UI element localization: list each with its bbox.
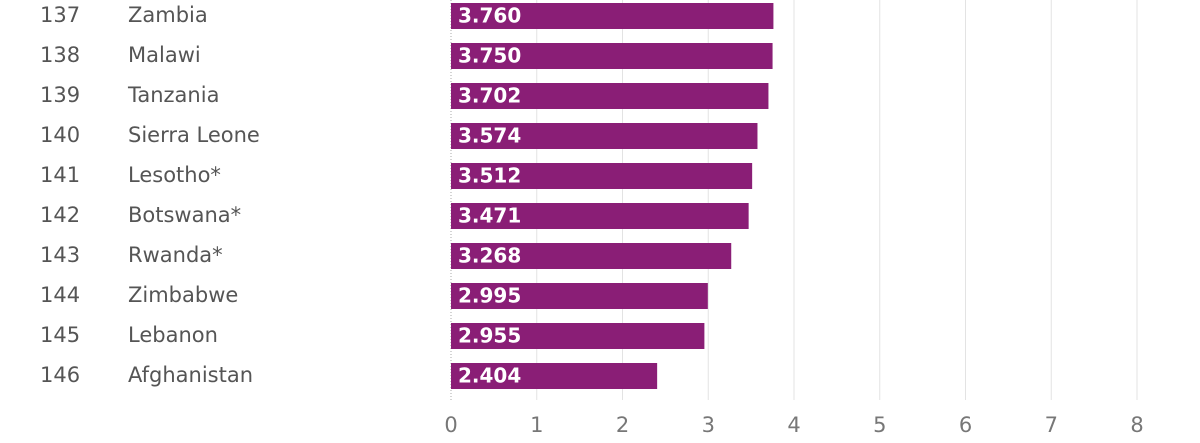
bar — [451, 323, 705, 349]
y-tick-label: Zimbabwe — [128, 283, 238, 307]
value-label: 2.404 — [458, 364, 521, 388]
y-tick-label: Lesotho* — [128, 163, 221, 187]
rank-label: 143 — [40, 243, 80, 267]
y-tick-label: Malawi — [128, 43, 201, 67]
rank-label: 141 — [40, 163, 80, 187]
value-label: 3.760 — [458, 4, 521, 28]
y-tick-label: Rwanda* — [128, 243, 223, 267]
x-tick-label: 5 — [873, 413, 886, 437]
bar — [451, 3, 774, 29]
x-tick-label: 2 — [616, 413, 629, 437]
rank-label: 140 — [40, 123, 80, 147]
bar — [451, 163, 753, 189]
rank-label: 142 — [40, 203, 80, 227]
rank-label: 144 — [40, 283, 80, 307]
x-tick-label: 3 — [702, 413, 715, 437]
x-tick-label: 4 — [787, 413, 800, 437]
rank-label: 138 — [40, 43, 80, 67]
rank-label: 145 — [40, 323, 80, 347]
y-tick-label: Sierra Leone — [128, 123, 260, 147]
y-tick-label: Botswana* — [128, 203, 241, 227]
bar — [451, 83, 769, 109]
rank-label: 137 — [40, 3, 80, 27]
y-tick-label: Zambia — [128, 3, 208, 27]
value-label: 3.512 — [458, 164, 521, 188]
rank-label: 139 — [40, 83, 80, 107]
bar — [451, 283, 708, 309]
x-tick-label: 8 — [1130, 413, 1143, 437]
bar — [451, 243, 732, 269]
x-tick-label: 0 — [444, 413, 457, 437]
y-tick-label: Tanzania — [127, 83, 219, 107]
bar — [451, 363, 658, 389]
x-tick-label: 6 — [959, 413, 972, 437]
y-tick-label: Lebanon — [128, 323, 218, 347]
bar — [451, 203, 749, 229]
value-label: 2.995 — [458, 284, 521, 308]
y-tick-label: Afghanistan — [128, 363, 253, 387]
rank-label: 146 — [40, 363, 80, 387]
x-tick-label: 7 — [1045, 413, 1058, 437]
x-tick-label: 1 — [530, 413, 543, 437]
value-label: 3.268 — [458, 244, 521, 268]
value-label: 3.471 — [458, 204, 521, 228]
bar — [451, 123, 758, 149]
value-label: 3.750 — [458, 44, 521, 68]
bar — [451, 43, 773, 69]
value-label: 3.574 — [458, 124, 521, 148]
value-label: 3.702 — [458, 84, 521, 108]
value-label: 2.955 — [458, 324, 521, 348]
